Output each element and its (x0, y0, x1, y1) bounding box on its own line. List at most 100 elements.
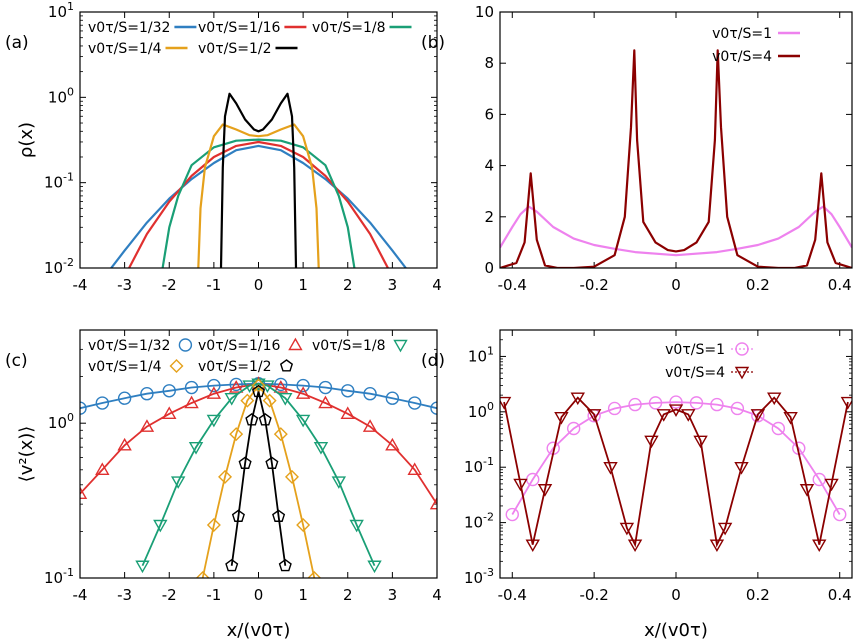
data-point (295, 414, 311, 428)
data-point (80, 486, 88, 499)
data-point (224, 393, 239, 406)
series-line-5 (219, 92, 298, 268)
y-axis-label: ρ(x) (16, 122, 37, 158)
data-point (184, 380, 199, 395)
y-tick-label: 10-1 (44, 566, 74, 587)
data-point (195, 571, 210, 578)
x-axis-label: x/(v0τ) (227, 620, 291, 641)
data-point (709, 539, 725, 553)
data-point (430, 401, 437, 415)
x-tick-label: 3 (388, 586, 398, 604)
data-point (537, 484, 553, 497)
data-point (407, 462, 422, 475)
data-point (313, 441, 329, 455)
x-tick-label: 4 (432, 276, 442, 294)
data-point (429, 496, 437, 510)
x-tick-label: -4 (73, 276, 88, 294)
x-tick-label: 0 (254, 586, 264, 604)
x-tick-label: 2 (343, 586, 353, 604)
x-tick-label: 0 (254, 276, 264, 294)
data-point (228, 380, 244, 393)
data-point (206, 518, 221, 532)
data-point (385, 437, 400, 451)
legend-label-5: v0τ/S=1/2 (198, 41, 272, 57)
data-point (170, 476, 186, 489)
data-point (331, 476, 347, 489)
plot-area (80, 376, 437, 578)
x-tick-label: -0.4 (498, 276, 527, 294)
data-point (669, 395, 683, 409)
x-axis-label: x/(v0τ) (644, 620, 708, 641)
x-tick-label: -0.4 (498, 586, 527, 604)
legend-label-5: v0τ/S=1/2 (198, 359, 272, 375)
y-tick-label: 10-1 (44, 171, 74, 192)
series-line-1 (110, 144, 407, 268)
data-point (734, 462, 749, 475)
data-point (750, 409, 766, 422)
x-tick-label: -3 (117, 586, 132, 604)
data-point (262, 393, 277, 408)
data-point (153, 519, 168, 533)
fit-curve-1 (511, 401, 841, 515)
data-point (648, 396, 663, 410)
data-point (385, 391, 400, 405)
data-point (627, 539, 643, 553)
data-point (500, 396, 512, 410)
data-point (318, 395, 333, 409)
data-point (218, 469, 233, 484)
data-point (184, 395, 199, 409)
data-point (135, 560, 150, 574)
plot-frame (499, 329, 853, 579)
data-point (95, 462, 110, 475)
y-tick-label: 100 (48, 85, 74, 106)
data-point (207, 378, 221, 393)
legend-label-2: v0τ/S=4 (665, 365, 725, 381)
legend-marker-2 (734, 366, 750, 380)
y-tick-label: 10-3 (464, 566, 494, 587)
data-point (689, 396, 704, 410)
data-point (824, 478, 839, 492)
y-tick-label: 10-2 (464, 511, 494, 532)
legend: v0τ/S=1/32 v0τ/S=1/16 v0τ/S=1/8 v0τ/S=1/4 v0… (88, 20, 412, 57)
data-point (229, 427, 244, 442)
data-point (628, 397, 642, 412)
data-point (139, 419, 155, 432)
data-point (710, 397, 724, 412)
legend-label-2: v0τ/S=1/16 (198, 20, 280, 36)
panel-c: -4 -3 -2 -1 0 1 2 3 4 10-1 100 (c) ⟨v²(x)⟩ x/(v0τ) v0τ… (5, 329, 442, 641)
data-point (278, 558, 292, 572)
legend-marker-4 (169, 359, 184, 373)
legend-marker-3 (393, 339, 408, 353)
panels: -4 -3 -2 -1 0 1 2 3 410-210-1100101(a)ρ(x)v0τ/S=… (5, 0, 853, 641)
data-point (586, 409, 602, 422)
data-point (140, 387, 154, 401)
x-tick-label: 0.4 (828, 586, 852, 604)
legend-label-4: v0τ/S=1/4 (88, 41, 162, 57)
y-tick-label: 101 (48, 0, 74, 21)
y-tick-label: 8 (484, 54, 494, 72)
fit-curve-5 (230, 391, 287, 566)
data-point (265, 456, 279, 469)
panel-a: -4 -3 -2 -1 0 1 2 3 4 10-2 10-1 100 101 (a) ρ(x) v0τ/S=… (5, 0, 442, 294)
y-tick-label: 100 (468, 400, 494, 421)
plot-frame (79, 329, 438, 579)
panel-label: (a) (5, 33, 29, 53)
y-tick-label: 10 (475, 3, 494, 21)
data-point (278, 393, 293, 406)
plot-area (500, 392, 852, 553)
data-point (681, 409, 696, 422)
data-point (318, 380, 333, 395)
data-point (206, 386, 222, 399)
data-point (771, 421, 786, 436)
x-tick-label: 4 (432, 586, 442, 604)
data-point (363, 387, 377, 401)
data-point (272, 509, 286, 522)
x-tick-label: 0.2 (746, 586, 770, 604)
legend-label-2: v0τ/S=4 (712, 49, 772, 65)
data-point (840, 396, 852, 410)
fit-curve-3 (141, 382, 376, 567)
x-tick-label: -2 (162, 276, 177, 294)
legend: v0τ/S=1 v0τ/S=4 (712, 26, 800, 65)
panel-label: (d) (421, 351, 445, 371)
x-tick-label: 0.4 (828, 276, 852, 294)
